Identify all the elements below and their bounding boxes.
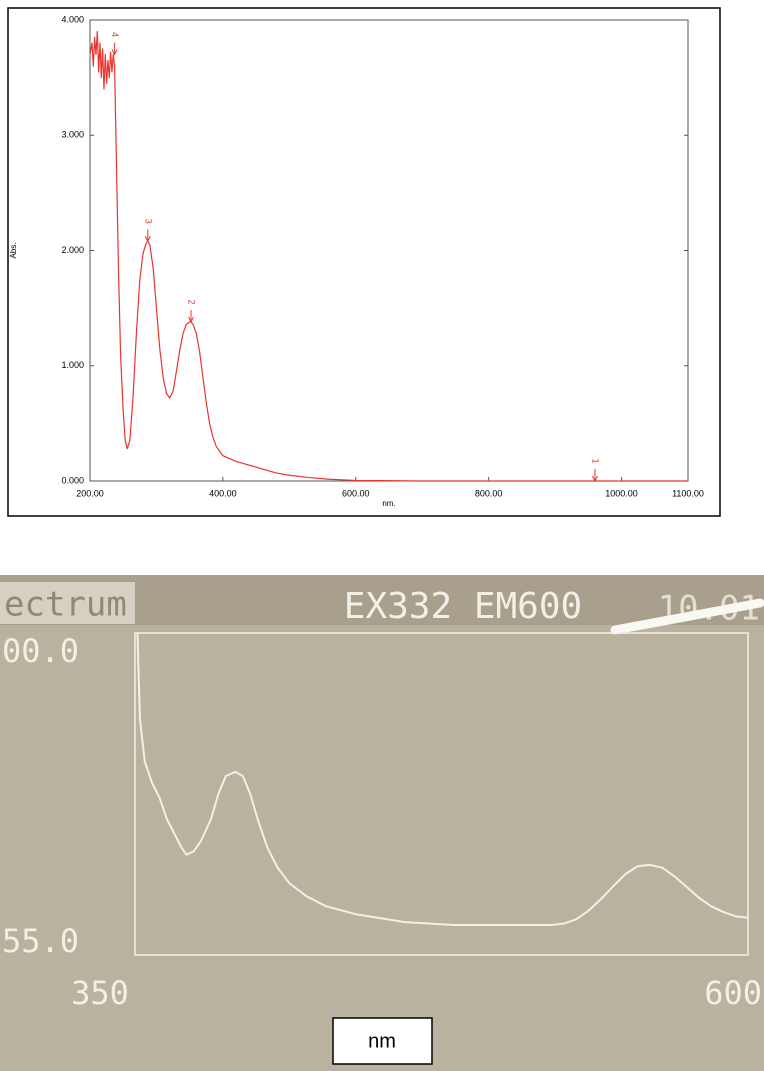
peak-label: 1 <box>591 458 601 463</box>
y-tick-label: 1.000 <box>61 360 84 370</box>
x-tick-label: 350 <box>71 974 129 1012</box>
data-line <box>89 30 688 482</box>
x-tick-label: 400.00 <box>209 488 237 498</box>
glare <box>610 598 764 635</box>
data-line <box>136 632 749 926</box>
chart-frame <box>7 7 721 517</box>
x-tick-label: 800.00 <box>475 488 503 498</box>
x-tick-label: 600 <box>704 974 762 1012</box>
screen-title: EX332 EM600 <box>344 586 582 627</box>
peak-label: 2 <box>187 299 197 304</box>
y-axis-label: Abs. <box>9 242 18 258</box>
peak-marker <box>144 229 151 243</box>
plot-frame <box>134 632 749 956</box>
corner-label: ectrum <box>4 585 127 625</box>
y-tick-label: 00.0 <box>2 632 79 670</box>
x-axis-label: nm <box>368 1030 396 1052</box>
corner-label-box <box>0 582 135 624</box>
x-tick-label: 1000.00 <box>605 488 638 498</box>
x-tick-label: 200.00 <box>76 488 104 498</box>
x-axis-label-box <box>332 1017 433 1065</box>
y-tick-label: 4.000 <box>61 14 84 24</box>
peak-marker <box>592 469 598 483</box>
x-tick-label: 600.00 <box>342 488 370 498</box>
y-tick-label: 3.000 <box>61 130 84 140</box>
peak-marker <box>111 42 118 56</box>
peak-label: 3 <box>143 219 153 224</box>
x-tick-label: 1100.00 <box>672 488 704 498</box>
peak-marker <box>188 309 194 324</box>
x-axis-label: nm. <box>382 499 395 508</box>
y-tick-label: 2.000 <box>61 245 84 255</box>
y-tick-label: 55.0 <box>2 922 79 960</box>
screen-background <box>0 575 764 1071</box>
peak-label: 4 <box>110 32 120 37</box>
y-tick-label: 0.000 <box>61 475 84 485</box>
